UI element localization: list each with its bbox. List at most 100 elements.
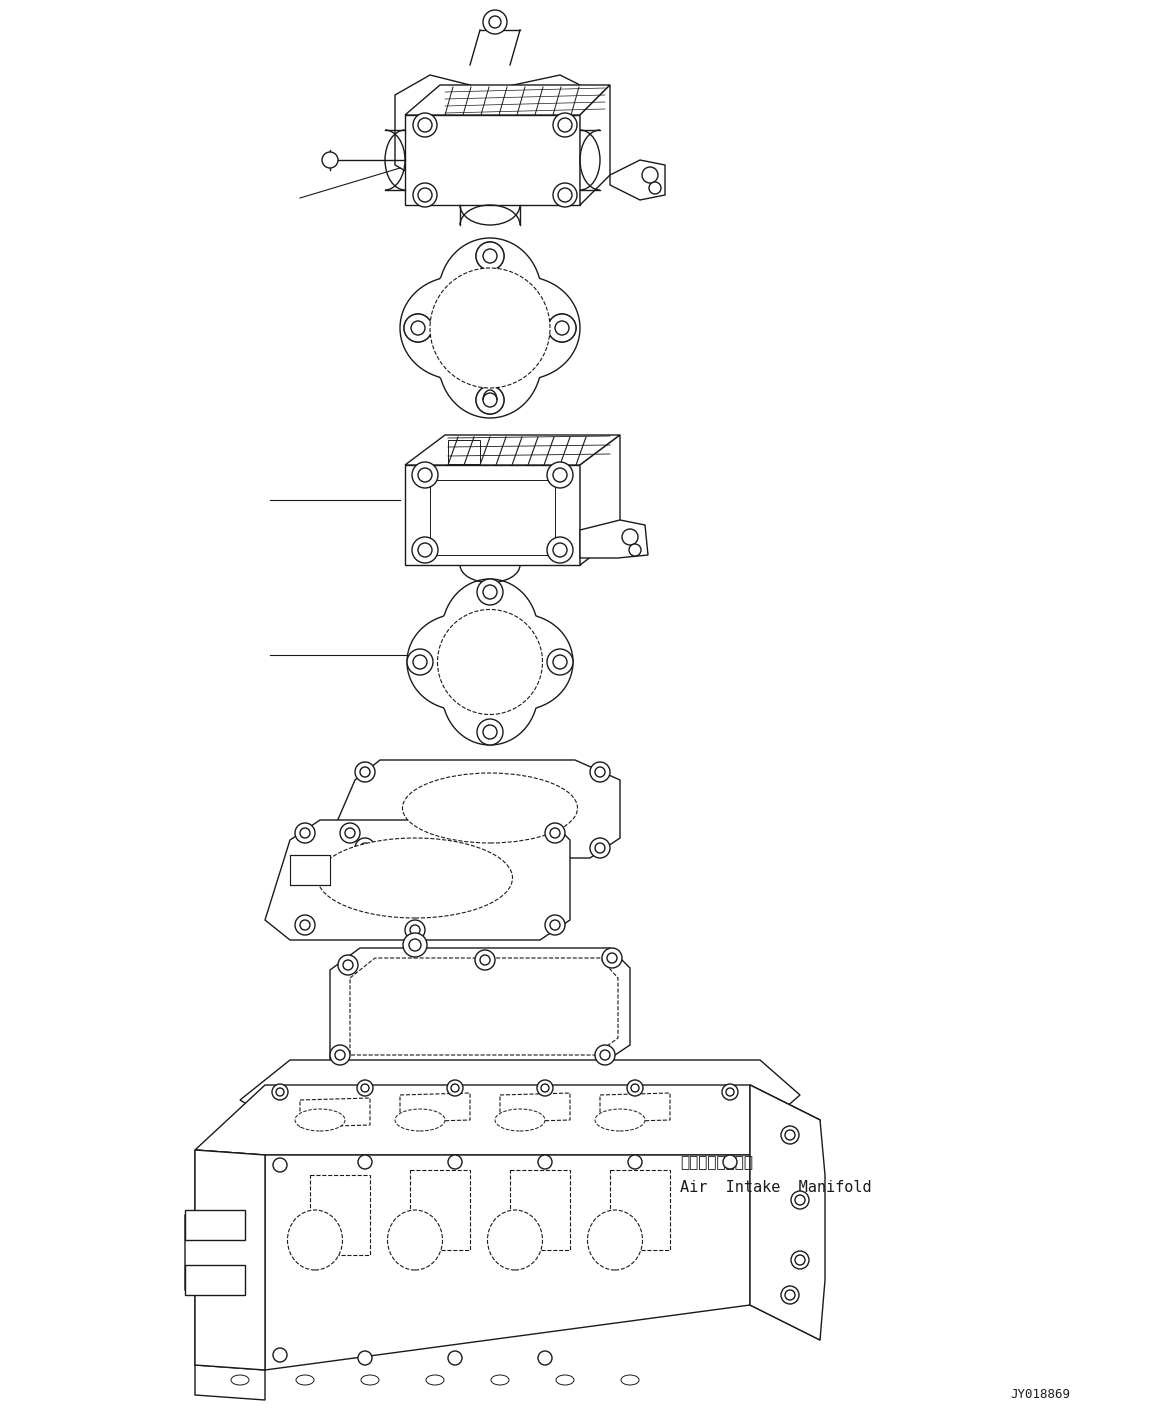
- Text: JY018869: JY018869: [1009, 1389, 1070, 1402]
- Circle shape: [418, 118, 431, 133]
- Polygon shape: [407, 579, 573, 744]
- Circle shape: [413, 113, 437, 137]
- Circle shape: [409, 938, 421, 951]
- Ellipse shape: [495, 1109, 545, 1131]
- Circle shape: [595, 1045, 615, 1065]
- Circle shape: [483, 250, 497, 262]
- Text: Air  Intake  Manifold: Air Intake Manifold: [680, 1179, 871, 1195]
- Circle shape: [782, 1127, 799, 1144]
- Circle shape: [552, 468, 568, 482]
- Circle shape: [782, 1286, 799, 1303]
- Circle shape: [345, 829, 355, 838]
- Circle shape: [483, 10, 507, 34]
- Circle shape: [545, 823, 565, 843]
- Circle shape: [405, 920, 424, 940]
- Circle shape: [590, 838, 611, 858]
- Ellipse shape: [231, 1375, 249, 1385]
- Ellipse shape: [587, 1211, 642, 1271]
- Circle shape: [475, 950, 495, 970]
- Polygon shape: [330, 760, 620, 858]
- Circle shape: [412, 462, 438, 488]
- Polygon shape: [290, 856, 330, 886]
- Circle shape: [547, 538, 573, 563]
- Circle shape: [488, 16, 501, 29]
- Circle shape: [404, 314, 431, 342]
- Circle shape: [411, 321, 424, 335]
- Polygon shape: [405, 465, 580, 565]
- Circle shape: [726, 1088, 734, 1097]
- Circle shape: [483, 724, 497, 739]
- Circle shape: [791, 1251, 809, 1269]
- Circle shape: [547, 462, 573, 488]
- Circle shape: [483, 394, 497, 406]
- Circle shape: [547, 649, 573, 674]
- Circle shape: [476, 386, 504, 414]
- Ellipse shape: [491, 1375, 509, 1385]
- Circle shape: [476, 242, 504, 270]
- Circle shape: [448, 1155, 462, 1169]
- Circle shape: [300, 920, 311, 930]
- Circle shape: [649, 183, 661, 194]
- Polygon shape: [405, 116, 580, 205]
- Polygon shape: [580, 520, 648, 558]
- Circle shape: [407, 649, 433, 674]
- Polygon shape: [185, 1149, 265, 1370]
- Circle shape: [627, 1079, 643, 1097]
- Circle shape: [550, 920, 561, 930]
- Circle shape: [642, 167, 658, 183]
- Circle shape: [361, 1084, 369, 1092]
- Circle shape: [295, 915, 315, 935]
- Circle shape: [447, 1079, 463, 1097]
- Circle shape: [483, 250, 497, 262]
- Circle shape: [555, 321, 569, 335]
- Circle shape: [590, 761, 611, 781]
- Circle shape: [361, 843, 370, 853]
- Circle shape: [483, 585, 497, 599]
- Circle shape: [418, 468, 431, 482]
- Polygon shape: [750, 1085, 825, 1340]
- Circle shape: [632, 1084, 638, 1092]
- Circle shape: [795, 1195, 805, 1205]
- Circle shape: [300, 829, 311, 838]
- Circle shape: [607, 953, 618, 963]
- Circle shape: [552, 113, 577, 137]
- Circle shape: [602, 948, 622, 968]
- Circle shape: [413, 183, 437, 207]
- Circle shape: [357, 1079, 373, 1097]
- Circle shape: [361, 767, 370, 777]
- Circle shape: [358, 1155, 372, 1169]
- Circle shape: [537, 1079, 552, 1097]
- Ellipse shape: [556, 1375, 575, 1385]
- Ellipse shape: [387, 1211, 442, 1271]
- Circle shape: [600, 1050, 611, 1060]
- Polygon shape: [330, 948, 630, 1065]
- Circle shape: [538, 1350, 552, 1365]
- Circle shape: [548, 314, 576, 342]
- Circle shape: [477, 719, 504, 744]
- Polygon shape: [195, 1365, 265, 1400]
- Circle shape: [476, 386, 504, 414]
- Circle shape: [477, 579, 504, 605]
- Ellipse shape: [621, 1375, 638, 1385]
- Circle shape: [273, 1158, 287, 1172]
- Ellipse shape: [437, 609, 542, 714]
- Circle shape: [343, 960, 354, 970]
- Circle shape: [595, 767, 605, 777]
- Ellipse shape: [426, 1375, 444, 1385]
- Circle shape: [340, 823, 361, 843]
- Circle shape: [330, 1045, 350, 1065]
- Circle shape: [795, 1255, 805, 1265]
- Polygon shape: [265, 1155, 750, 1370]
- Polygon shape: [400, 238, 580, 418]
- Polygon shape: [185, 1211, 245, 1241]
- Ellipse shape: [402, 773, 578, 843]
- Polygon shape: [195, 1149, 265, 1370]
- Circle shape: [322, 153, 338, 168]
- Ellipse shape: [487, 1211, 542, 1271]
- Polygon shape: [405, 435, 620, 465]
- Circle shape: [548, 314, 576, 342]
- Circle shape: [418, 188, 431, 202]
- Circle shape: [555, 321, 569, 335]
- Circle shape: [412, 538, 438, 563]
- Polygon shape: [265, 820, 570, 940]
